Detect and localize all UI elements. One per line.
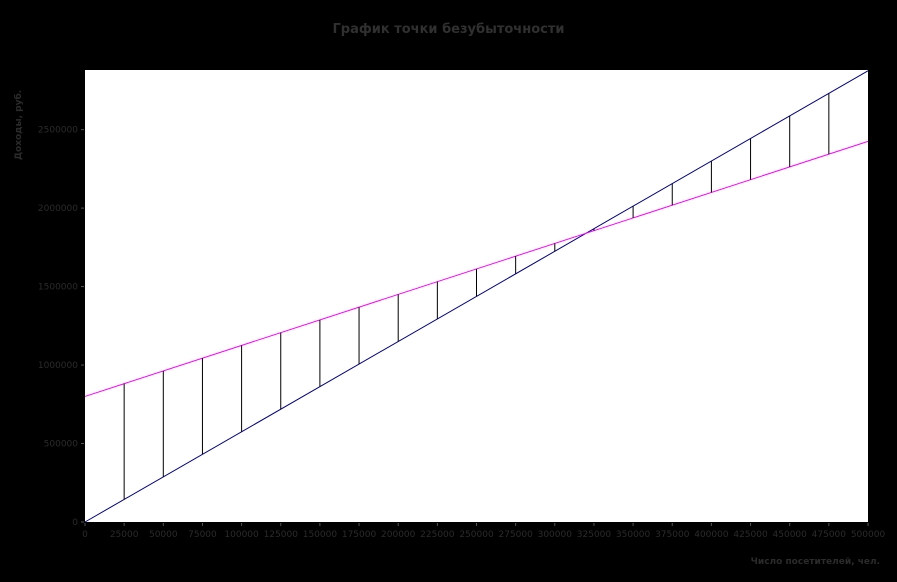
y-axis-label: Доходы, руб.	[14, 89, 24, 160]
x-tick-label: 275000	[498, 530, 533, 540]
y-tick-label: 500000	[44, 440, 79, 450]
y-tick-label: 1500000	[38, 283, 78, 293]
x-tick-label: 150000	[303, 530, 338, 540]
y-tick-label: 2000000	[38, 204, 78, 214]
x-tick-label: 175000	[342, 530, 377, 540]
x-tick-label: 325000	[577, 530, 612, 540]
x-tick-label: 50000	[149, 530, 178, 540]
x-axis-label: Число посетителей, чел.	[750, 557, 880, 567]
x-tick-label: 300000	[538, 530, 573, 540]
x-tick-label: 200000	[381, 530, 416, 540]
x-tick-label: 250000	[459, 530, 494, 540]
x-tick-label: 25000	[110, 530, 139, 540]
x-tick-label: 500000	[851, 530, 886, 540]
x-tick-label: 0	[82, 530, 88, 540]
x-tick-label: 225000	[420, 530, 455, 540]
x-tick-label: 125000	[264, 530, 299, 540]
y-tick-label: 0	[72, 518, 78, 528]
y-tick-label: 1000000	[38, 361, 78, 371]
x-tick-label: 350000	[616, 530, 651, 540]
x-tick-label: 425000	[733, 530, 768, 540]
x-tick-label: 450000	[773, 530, 808, 540]
chart-title: График точки безубыточности	[332, 22, 565, 37]
x-tick-label: 400000	[694, 530, 729, 540]
x-tick-label: 100000	[224, 530, 259, 540]
x-tick-label: 475000	[812, 530, 847, 540]
x-tick-label: 375000	[655, 530, 690, 540]
y-tick-label: 2500000	[38, 126, 78, 136]
x-tick-label: 75000	[188, 530, 217, 540]
